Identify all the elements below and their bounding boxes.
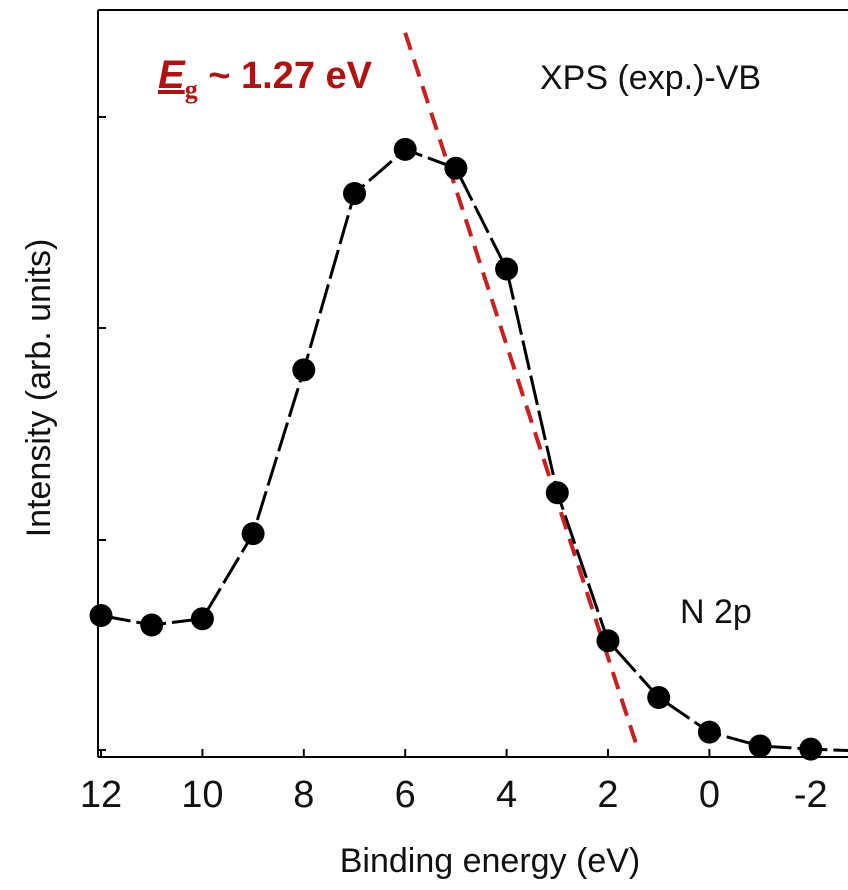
x-tick-label: 12: [80, 774, 122, 816]
data-point: [545, 481, 569, 505]
eg-symbol: E: [158, 53, 186, 97]
eg-value: ~ 1.27 eV: [198, 55, 373, 97]
x-tick-label: 2: [597, 774, 618, 816]
data-point: [799, 737, 823, 761]
y-axis-title: Intensity (arb. units): [20, 239, 58, 538]
x-axis-title: Binding energy (eV): [340, 842, 641, 880]
data-point: [292, 358, 316, 382]
x-tick-label: 10: [181, 774, 223, 816]
x-tick-label: 0: [699, 774, 720, 816]
orbital-label: N 2p: [680, 593, 752, 631]
data-point: [89, 604, 113, 628]
data-point: [596, 629, 620, 653]
x-tick-labels: 12 10 8 6 4 2 0 -2: [80, 774, 828, 816]
data-point: [241, 522, 265, 546]
x-tick-label: 8: [293, 774, 314, 816]
data-point: [495, 257, 519, 281]
spectrum-label: XPS (exp.)-VB: [540, 59, 761, 97]
data-point: [748, 734, 772, 758]
data-point: [140, 613, 164, 637]
data-line: [100, 147, 848, 752]
data-markers: [89, 137, 823, 761]
data-point: [190, 607, 214, 631]
band-edge-fit-line: [403, 32, 641, 752]
x-tick-label: 6: [395, 774, 416, 816]
data-point: [343, 181, 366, 205]
data-point: [393, 137, 417, 161]
x-tick-label: 4: [496, 774, 517, 816]
data-point: [444, 156, 468, 180]
x-ticks: [100, 749, 812, 757]
data-point: [647, 685, 671, 709]
y-ticks: [98, 116, 106, 751]
x-tick-label: -2: [794, 774, 828, 816]
eg-annotation: Eg ~ 1.27 eV: [158, 53, 373, 104]
eg-subscript: g: [185, 75, 198, 104]
data-point: [697, 720, 721, 744]
